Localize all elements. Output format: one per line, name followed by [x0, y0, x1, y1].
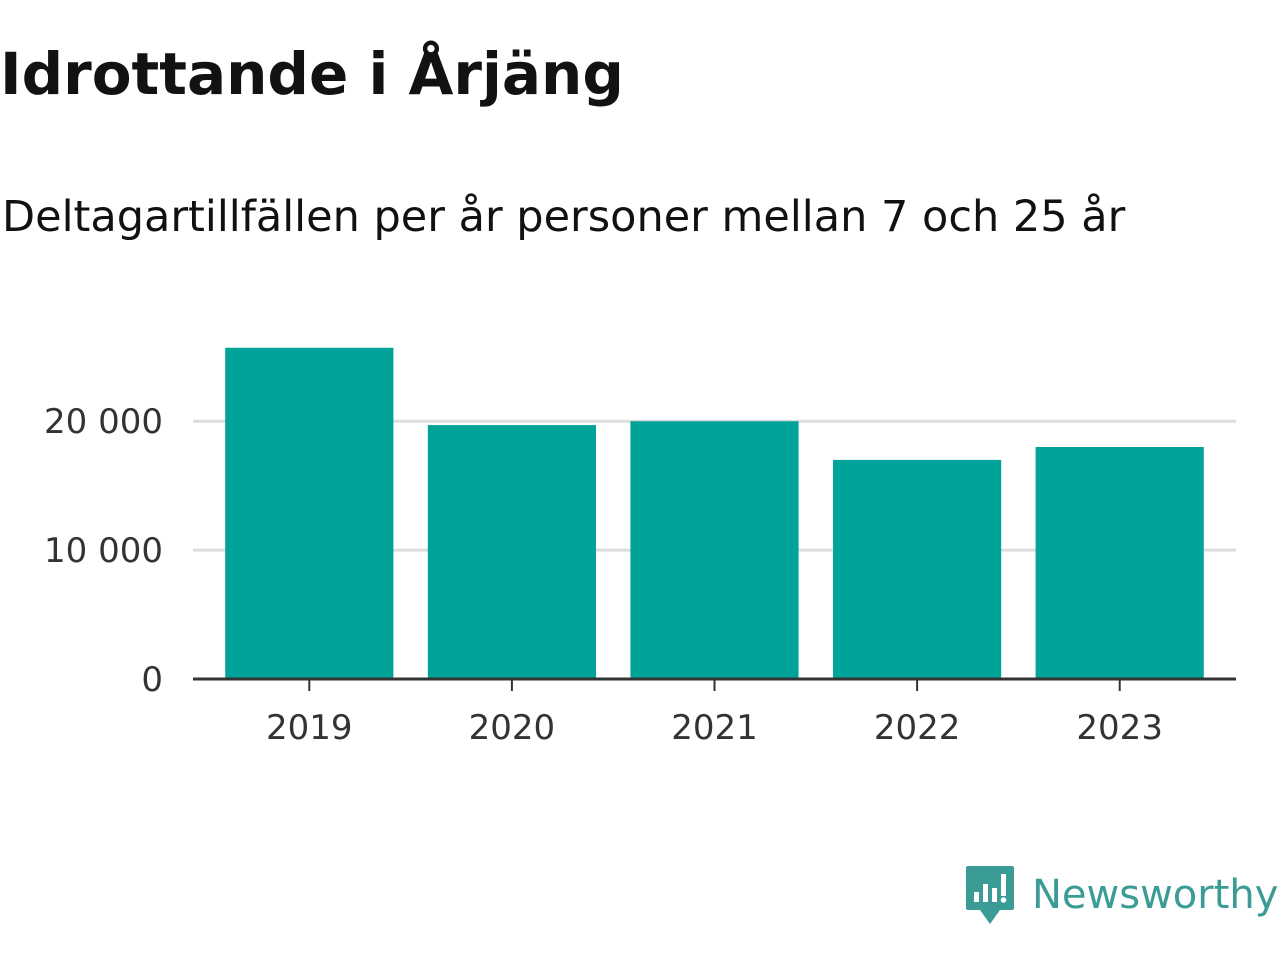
x-tick-label: 2020 — [469, 708, 556, 748]
bar-chart: 0 10 000 20 000 2019 2020 2021 2022 2023 — [44, 347, 1236, 748]
bar — [427, 425, 596, 679]
bar — [630, 421, 799, 679]
bar — [833, 459, 1002, 679]
x-tick-label: 2022 — [874, 708, 961, 748]
x-tick-label: 2019 — [266, 708, 353, 748]
newsworthy-logo-icon — [966, 866, 1014, 924]
x-tick-label: 2023 — [1076, 708, 1163, 748]
y-tick-label: 10 000 — [44, 531, 163, 571]
brand-name: Newsworthy — [1032, 872, 1279, 918]
chart-subtitle: Deltagartillfällen per år personer mella… — [2, 192, 1126, 242]
brand-logo: Newsworthy — [964, 864, 1278, 926]
x-tick-label: 2021 — [671, 708, 758, 748]
bar — [225, 347, 394, 679]
y-tick-label: 0 — [141, 660, 163, 700]
chart-title: Idrottande i Årjäng — [0, 40, 624, 108]
bar — [1035, 447, 1204, 679]
y-tick-label: 20 000 — [44, 402, 163, 442]
